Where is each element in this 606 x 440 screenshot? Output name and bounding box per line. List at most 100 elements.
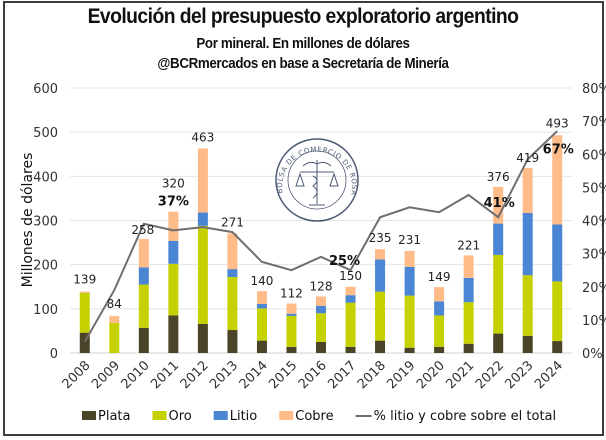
bar-plata (404, 347, 415, 353)
total-label: 320 (162, 177, 185, 191)
bar-cobre (493, 186, 504, 224)
bar-litio (375, 259, 386, 292)
bar-plata (375, 340, 386, 353)
bar-litio (463, 277, 474, 303)
bar-oro (286, 315, 297, 347)
bar-oro (493, 254, 504, 334)
bar-litio (345, 295, 356, 303)
bar-litio (256, 303, 267, 309)
legend-swatch-plata (82, 411, 96, 420)
y-axis-label: Millones de dólares (20, 153, 36, 288)
bar-litio (286, 313, 297, 316)
bar-plata (552, 341, 563, 353)
bar-litio (168, 240, 179, 264)
bar-oro (316, 313, 326, 342)
bar-plata (256, 340, 267, 353)
bar-plata (168, 315, 179, 353)
total-label: 84 (107, 297, 122, 311)
total-label: 139 (73, 273, 96, 287)
logo-outer-ring (275, 138, 359, 222)
x-tick-label: 2018 (355, 358, 389, 392)
bar-oro (79, 292, 90, 333)
x-tick-label: 2014 (237, 358, 271, 392)
y2-tick-label: 50% (582, 181, 606, 196)
bar-cobre (552, 135, 563, 225)
bar-cobre (286, 303, 297, 314)
y-tick-label: 400 (33, 170, 58, 185)
total-label: 271 (221, 215, 244, 229)
bar-litio (552, 224, 563, 282)
bar-litio (404, 266, 415, 296)
bar-oro (256, 308, 267, 341)
logo-text: BOLSA DE COMERCIO DE ROSARIO (0, 0, 358, 196)
bar-plata (79, 332, 90, 353)
y-tick-label: 300 (33, 215, 58, 230)
legend-label-plata: Plata (98, 409, 130, 424)
x-tick-label: 2022 (473, 358, 507, 392)
bar-oro (404, 295, 415, 348)
bar-plata (463, 343, 474, 353)
x-axis: 2008200920102011201220132014201520162017… (60, 358, 566, 392)
legend-label-cobre: Cobre (295, 409, 333, 424)
y-tick-label: 0 (50, 347, 58, 362)
x-tick-label: 2016 (296, 358, 330, 392)
bar-litio (434, 301, 445, 316)
bar-plata (197, 323, 208, 353)
bar-litio (522, 212, 533, 276)
y-tick-label: 600 (33, 82, 58, 97)
y-tick-label: 100 (33, 303, 58, 318)
total-label: 149 (428, 270, 451, 284)
bar-litio (227, 269, 238, 278)
total-label: 112 (280, 287, 303, 301)
x-tick-label: 2023 (503, 358, 537, 392)
bar-oro (522, 275, 533, 336)
x-tick-label: 2011 (148, 358, 182, 392)
bar-cobre (463, 255, 474, 278)
bar-cobre (79, 291, 90, 293)
x-tick-label: 2021 (443, 358, 477, 392)
pct-label: 25% (329, 254, 360, 269)
bar-cobre (256, 291, 267, 304)
legend-swatch-cobre (279, 411, 294, 420)
legend-label-litio: Litio (230, 409, 258, 424)
bar-oro (375, 291, 386, 341)
x-tick-label: 2015 (266, 358, 300, 392)
line-series (83, 130, 558, 343)
y2-tick-label: 30% (582, 248, 606, 263)
x-tick-label: 2020 (414, 358, 448, 392)
total-label: 493 (546, 116, 569, 130)
total-label: 463 (191, 131, 214, 145)
total-label: 419 (516, 151, 539, 165)
x-tick-label: 2008 (60, 358, 94, 392)
pct-label: 41% (484, 196, 515, 211)
bar-oro (168, 263, 179, 316)
bar-oro (227, 277, 238, 331)
legend-swatch-oro (152, 411, 167, 420)
x-tick-label: 2012 (178, 358, 212, 392)
bar-plata (227, 330, 238, 353)
legend-swatch-litio (213, 411, 228, 420)
bar-plata (493, 333, 504, 353)
total-label: 128 (310, 279, 333, 293)
x-tick-label: 2009 (89, 358, 123, 392)
bar-litio (138, 267, 149, 285)
bar-plata (138, 327, 149, 353)
bar-litio (197, 212, 208, 226)
bar-cobre (522, 167, 533, 213)
y2-tick-label: 40% (582, 215, 606, 230)
total-label: 235 (369, 231, 392, 245)
bar-cobre (434, 287, 445, 302)
bar-cobre (109, 315, 120, 323)
y2-tick-label: 10% (582, 314, 606, 329)
bar-plata (316, 341, 326, 353)
bar-plata (434, 346, 445, 353)
bar-oro (109, 322, 120, 353)
bar-cobre (168, 211, 179, 241)
chart-subtitle: Por mineral. En millones de dólares (196, 36, 410, 52)
bars (79, 135, 563, 353)
x-tick-label: 2010 (119, 358, 153, 392)
legend: Plata Oro Litio Cobre % litio y cobre sobre … (82, 409, 556, 424)
bar-oro (434, 315, 445, 347)
bar-cobre (375, 249, 386, 260)
bar-cobre (227, 233, 238, 270)
